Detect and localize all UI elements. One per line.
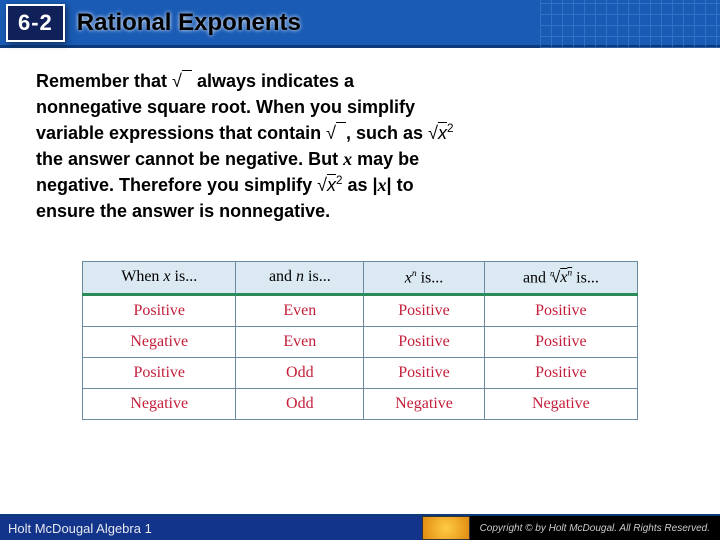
footer-right-group: Copyright © by Holt McDougal. All Rights… xyxy=(422,516,720,540)
slide-footer: Holt McDougal Algebra 1 Copyright © by H… xyxy=(0,514,720,540)
text-run: always indicates a xyxy=(192,71,354,91)
cell: Positive xyxy=(484,357,637,388)
text-run: ensure the answer is nonnegative. xyxy=(36,201,330,221)
cell: Even xyxy=(236,326,364,357)
slide-header: 6-2 Rational Exponents xyxy=(0,0,720,48)
section-badge: 6-2 xyxy=(6,4,65,42)
slide-content: Remember that √ always indicates a nonne… xyxy=(0,48,720,430)
sqrt-x2: √x xyxy=(428,123,447,143)
text-run: | to xyxy=(387,175,414,195)
sqrt-symbol: √ xyxy=(172,71,192,91)
col-header-n: and n is... xyxy=(236,261,364,294)
text-run: the answer cannot be negative. But xyxy=(36,149,343,169)
cell: Negative xyxy=(484,388,637,419)
body-paragraph: Remember that √ always indicates a nonne… xyxy=(36,68,684,225)
cell: Positive xyxy=(83,357,236,388)
text-run: negative. Therefore you simplify xyxy=(36,175,317,195)
sqrt-blank: √ xyxy=(326,123,346,143)
slide-title: Rational Exponents xyxy=(77,9,301,37)
cell: Negative xyxy=(364,388,485,419)
footer-book-title: Holt McDougal Algebra 1 xyxy=(0,521,152,536)
cell: Positive xyxy=(484,326,637,357)
col-header-x: When x is... xyxy=(83,261,236,294)
table-row: Negative Odd Negative Negative xyxy=(83,388,638,419)
col-header-xn: xn is... xyxy=(364,261,485,294)
header-grid-decor xyxy=(540,0,720,48)
footer-copyright: Copyright © by Holt McDougal. All Rights… xyxy=(470,516,720,540)
cell: Positive xyxy=(364,294,485,326)
cell: Odd xyxy=(236,388,364,419)
var-x-abs: x xyxy=(378,175,387,195)
table-row: Positive Even Positive Positive xyxy=(83,294,638,326)
var-x: x xyxy=(343,149,352,169)
table-body: Positive Even Positive Positive Negative… xyxy=(83,294,638,419)
cell: Positive xyxy=(83,294,236,326)
footer-logo-icon xyxy=(422,516,470,540)
rules-table-wrap: When x is... and n is... xn is... and n√… xyxy=(82,261,638,420)
cell: Positive xyxy=(484,294,637,326)
text-run: variable expressions that contain xyxy=(36,123,326,143)
text-run: , such as xyxy=(346,123,428,143)
cell: Negative xyxy=(83,388,236,419)
table-row: Positive Odd Positive Positive xyxy=(83,357,638,388)
rules-table: When x is... and n is... xn is... and n√… xyxy=(82,261,638,420)
cell: Even xyxy=(236,294,364,326)
col-header-root: and n√xn is... xyxy=(484,261,637,294)
text-run: as | xyxy=(342,175,377,195)
cell: Negative xyxy=(83,326,236,357)
text-run: nonnegative square root. When you simpli… xyxy=(36,97,415,117)
text-run: Remember that xyxy=(36,71,172,91)
table-row: Negative Even Positive Positive xyxy=(83,326,638,357)
cell: Odd xyxy=(236,357,364,388)
cell: Positive xyxy=(364,357,485,388)
text-run: may be xyxy=(352,149,419,169)
cell: Positive xyxy=(364,326,485,357)
table-header-row: When x is... and n is... xn is... and n√… xyxy=(83,261,638,294)
sqrt-x2-b: √x xyxy=(317,175,336,195)
